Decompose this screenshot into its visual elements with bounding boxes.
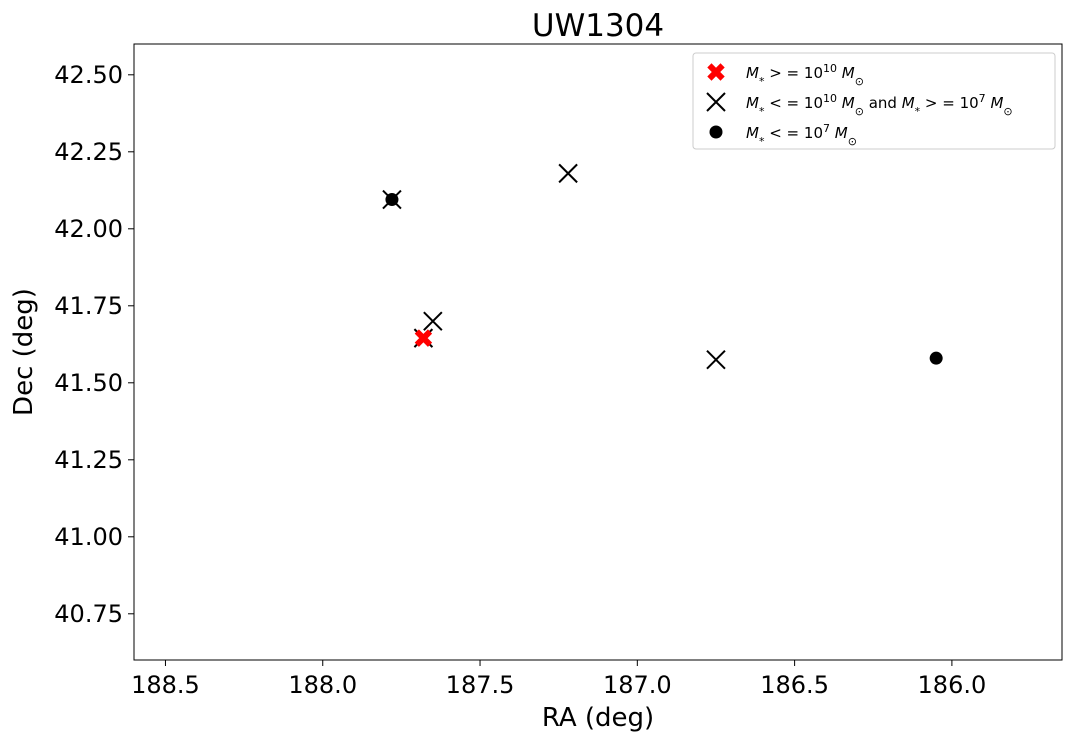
y-tick-label: 41.00 — [54, 523, 123, 551]
legend-frame — [692, 52, 1056, 150]
plot-area — [382, 163, 943, 370]
y-tick-label: 42.50 — [54, 61, 123, 89]
data-point-red-x-marker — [414, 329, 433, 347]
x-tick-label: 188.5 — [131, 671, 200, 699]
y-tick-label: 41.25 — [54, 446, 123, 474]
data-point-circle-marker — [929, 351, 943, 365]
y-axis: 40.75 41.00 41.25 41.50 41.75 42.00 42.25 42.50 — [54, 61, 134, 628]
legend-marker-circle — [709, 125, 723, 139]
y-tick-label: 42.25 — [54, 138, 123, 166]
legend: M* > = 1010 M⊙ M* < = 1010 M⊙ and M* > = … — [692, 52, 1056, 150]
y-tick-label: 42.00 — [54, 215, 123, 243]
legend-marker-red-x — [707, 63, 725, 81]
x-tick-label: 186.5 — [760, 671, 829, 699]
x-tick-label: 187.5 — [446, 671, 515, 699]
data-point-circle-marker — [385, 193, 399, 207]
data-point-x-marker — [706, 349, 726, 370]
legend-marker-x — [706, 92, 726, 112]
x-tick-label: 186.0 — [918, 671, 987, 699]
y-tick-label: 41.75 — [54, 292, 123, 320]
data-point-x-marker — [423, 311, 443, 331]
chart-title: UW1304 — [532, 8, 664, 44]
legend-label-mid-mass: M* < = 1010 M⊙ and M* > = 107 M⊙ — [746, 92, 1013, 118]
y-axis-title: Dec (deg) — [9, 288, 39, 416]
x-axis: 188.5 188.0 187.5 187.0 186.5 186.0 — [131, 660, 986, 699]
plot-frame — [133, 43, 1063, 661]
legend-label-low-mass: M* < = 107 M⊙ — [746, 122, 857, 148]
data-point-x-marker — [558, 163, 578, 184]
y-tick-label: 41.50 — [54, 369, 123, 397]
x-axis-title: RA (deg) — [542, 703, 654, 733]
x-tick-label: 188.0 — [288, 671, 357, 699]
y-tick-label: 40.75 — [54, 600, 123, 628]
legend-label-high-mass: M* > = 1010 M⊙ — [746, 62, 864, 88]
x-tick-label: 187.0 — [603, 671, 672, 699]
